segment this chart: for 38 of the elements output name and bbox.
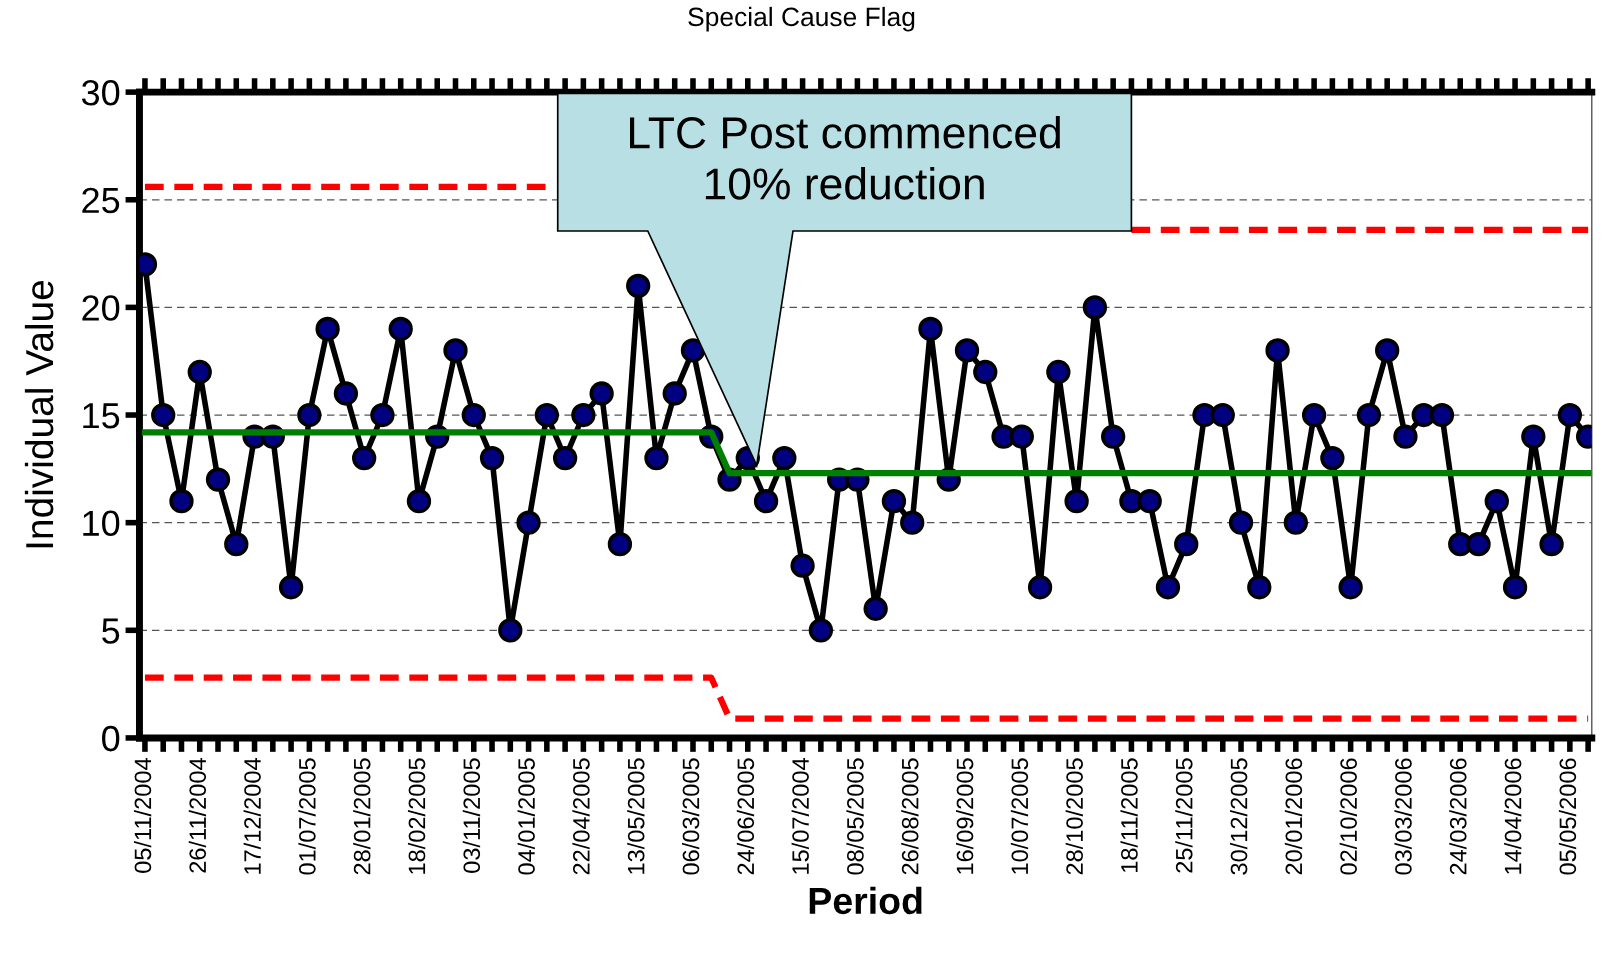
annotation: LTC Post commenced 10% reduction [630, 115, 1060, 200]
y-tick-label: 5 [102, 618, 120, 644]
chart-title: Special Cause Flag [688, 6, 915, 32]
x-tick-label: 08/05/2005 [846, 758, 864, 875]
x-tick-label: 25/11/2005 [1175, 758, 1193, 873]
x-tick-label: 20/01/2006 [1284, 758, 1303, 875]
x-tick-label: 05/11/2004 [133, 758, 152, 873]
x-tick-label: 14/04/2006 [1504, 758, 1522, 874]
x-tick-label: 01/07/2005 [298, 758, 316, 875]
y-tick-label: 20 [82, 295, 120, 321]
x-tick-label: 05/05/2006 [1558, 758, 1577, 875]
x-tick-label: 18/11/2005 [1120, 758, 1138, 872]
x-tick-label: 22/04/2005 [572, 758, 590, 875]
x-tick-label: 04/01/2005 [517, 758, 535, 875]
y-tick-label: 0 [102, 725, 120, 752]
x-tick-label: 03/11/2005 [462, 758, 481, 873]
x-tick-label: 28/10/2005 [1065, 758, 1083, 875]
x-tick-label: 28/01/2005 [353, 758, 371, 875]
y-tick-label: 15 [83, 403, 120, 429]
x-tick-label: 10/07/2005 [1010, 758, 1029, 874]
x-tick-label: 26/11/2004 [188, 758, 207, 873]
y-tick-label: 25 [82, 187, 120, 214]
x-tick-label: 16/09/2005 [956, 758, 974, 874]
x-tick-label: 03/03/2006 [1394, 758, 1412, 875]
x-tick-label: 24/03/2006 [1449, 758, 1467, 875]
x-tick-label: 13/05/2005 [627, 758, 645, 874]
x-tick-label: 15/07/2004 [791, 758, 809, 874]
x-tick-label: 18/02/2005 [407, 758, 426, 874]
y-tick-label: 30 [81, 79, 120, 106]
x-tick-label: 06/03/2005 [681, 758, 700, 875]
x-axis-title: Period [809, 886, 922, 915]
x-tick-label: 17/12/2004 [243, 758, 261, 874]
y-tick-label: 10 [83, 510, 120, 537]
x-tick-label: 24/06/2005 [736, 758, 755, 875]
x-tick-label: 26/08/2005 [901, 758, 919, 875]
x-tick-label: 30/12/2005 [1230, 758, 1248, 875]
y-axis-title: Individual Value [24, 280, 54, 548]
x-tick-label: 02/10/2006 [1339, 758, 1357, 875]
